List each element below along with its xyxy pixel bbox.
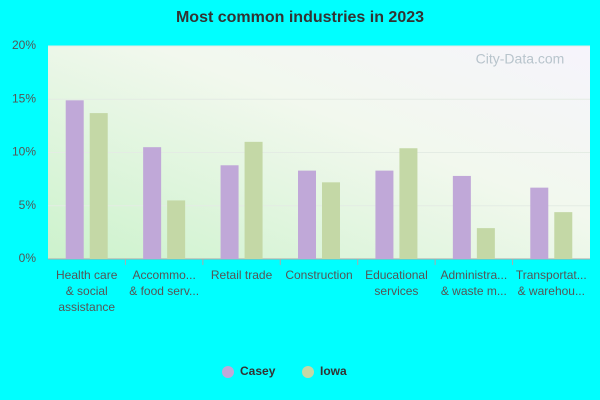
bar xyxy=(322,182,340,259)
bar xyxy=(554,212,573,259)
x-tick-label: Accommo... & food serv... xyxy=(129,268,200,298)
bar xyxy=(399,148,418,259)
y-tick-label: 15% xyxy=(12,91,36,105)
bar xyxy=(220,165,239,259)
bar xyxy=(167,200,186,259)
y-tick-label: 10% xyxy=(12,145,36,159)
chart-title: Most common industries in 2023 xyxy=(176,9,424,26)
y-tick-label: 0% xyxy=(19,251,37,265)
x-tick-label: Educational services xyxy=(365,268,428,298)
legend-label: Casey xyxy=(240,364,276,378)
bar xyxy=(375,170,394,259)
bar xyxy=(244,141,263,259)
bar xyxy=(452,175,471,259)
x-tick-label: Retail trade xyxy=(210,268,273,282)
bar xyxy=(143,147,162,259)
bar xyxy=(476,228,495,259)
x-tick-label: Health care & social assistance xyxy=(56,268,118,314)
legend-swatch xyxy=(222,366,234,378)
x-tick-label: Administra... & waste m... xyxy=(440,268,508,298)
watermark: City-Data.com xyxy=(476,51,565,67)
bar xyxy=(530,187,549,259)
y-tick-label: 20% xyxy=(12,38,36,52)
y-tick-label: 5% xyxy=(19,198,37,212)
bar xyxy=(65,100,84,259)
bar xyxy=(89,113,108,259)
bar xyxy=(298,170,316,259)
x-tick-label: Transportat... & warehou... xyxy=(515,268,587,298)
legend-swatch xyxy=(302,366,314,378)
legend-label: Iowa xyxy=(320,364,347,378)
x-tick-label: Construction xyxy=(285,268,353,282)
